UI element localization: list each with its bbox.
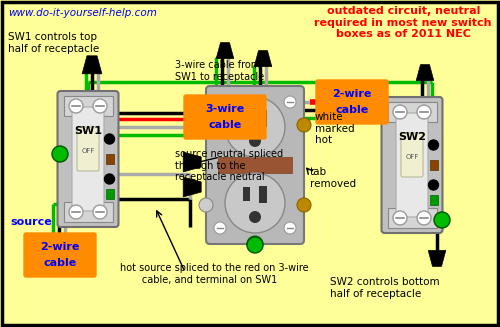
Circle shape xyxy=(104,134,115,144)
Circle shape xyxy=(225,173,285,233)
Text: cable: cable xyxy=(208,120,242,130)
Text: hot source spliced to the red on 3-wire
       cable, and terminal on SW1: hot source spliced to the red on 3-wire … xyxy=(120,264,308,285)
FancyBboxPatch shape xyxy=(396,113,428,217)
FancyBboxPatch shape xyxy=(206,86,304,244)
Bar xyxy=(106,154,114,164)
Circle shape xyxy=(69,99,83,113)
Circle shape xyxy=(434,212,450,228)
Circle shape xyxy=(247,237,263,253)
FancyBboxPatch shape xyxy=(72,107,104,211)
FancyBboxPatch shape xyxy=(24,233,96,277)
Bar xyxy=(106,189,114,199)
Polygon shape xyxy=(416,65,434,80)
Circle shape xyxy=(284,96,296,108)
Bar xyxy=(430,195,438,205)
Polygon shape xyxy=(183,152,201,172)
Text: OFF: OFF xyxy=(82,148,94,154)
Polygon shape xyxy=(82,56,102,74)
Circle shape xyxy=(417,211,431,225)
Text: OFF: OFF xyxy=(406,154,418,160)
Circle shape xyxy=(104,174,115,184)
FancyBboxPatch shape xyxy=(77,127,99,171)
Circle shape xyxy=(297,198,311,212)
Polygon shape xyxy=(216,43,234,59)
FancyBboxPatch shape xyxy=(382,97,442,233)
Bar xyxy=(430,160,438,170)
Circle shape xyxy=(225,97,285,157)
Bar xyxy=(64,202,112,222)
Text: 2-wire: 2-wire xyxy=(332,89,372,99)
Text: source neutral spliced
through to the
receptacle neutral: source neutral spliced through to the re… xyxy=(175,149,283,182)
Polygon shape xyxy=(49,249,69,267)
Text: outdated circuit, neutral
required in most new switch
boxes as of 2011 NEC: outdated circuit, neutral required in mo… xyxy=(314,6,492,39)
Text: 2-wire: 2-wire xyxy=(40,242,80,252)
Text: white
marked
hot: white marked hot xyxy=(315,112,354,145)
Polygon shape xyxy=(183,177,201,197)
FancyBboxPatch shape xyxy=(58,91,118,227)
Bar xyxy=(388,102,436,122)
Text: cable: cable xyxy=(44,258,76,268)
Circle shape xyxy=(93,99,107,113)
Text: 3-wire: 3-wire xyxy=(206,104,244,114)
FancyBboxPatch shape xyxy=(316,80,388,124)
Text: SW1: SW1 xyxy=(74,126,102,136)
Circle shape xyxy=(393,211,407,225)
Bar xyxy=(259,186,267,203)
Circle shape xyxy=(249,135,261,147)
Text: source: source xyxy=(10,217,52,227)
Circle shape xyxy=(284,222,296,234)
Text: www.do-it-yourself-help.com: www.do-it-yourself-help.com xyxy=(8,8,157,18)
Polygon shape xyxy=(428,250,446,267)
Text: SW2 controls bottom
half of receptacle: SW2 controls bottom half of receptacle xyxy=(330,277,440,299)
Circle shape xyxy=(199,118,213,132)
Circle shape xyxy=(393,105,407,119)
Bar xyxy=(243,187,250,201)
Circle shape xyxy=(417,105,431,119)
Text: SW2: SW2 xyxy=(398,132,426,142)
Circle shape xyxy=(214,96,226,108)
Circle shape xyxy=(214,222,226,234)
FancyBboxPatch shape xyxy=(401,133,423,177)
Circle shape xyxy=(199,198,213,212)
Text: SW1 controls top
half of receptacle: SW1 controls top half of receptacle xyxy=(8,32,99,54)
Circle shape xyxy=(69,205,83,219)
Bar xyxy=(218,157,292,173)
Text: tab
removed: tab removed xyxy=(310,167,356,189)
Bar xyxy=(388,208,436,228)
Circle shape xyxy=(428,180,438,190)
Circle shape xyxy=(297,118,311,132)
Bar xyxy=(259,110,267,127)
Circle shape xyxy=(428,140,438,150)
Text: 3-wire cable from
SW1 to receptacle: 3-wire cable from SW1 to receptacle xyxy=(175,60,264,82)
Bar xyxy=(243,111,250,125)
Bar xyxy=(64,96,112,116)
Circle shape xyxy=(93,205,107,219)
Polygon shape xyxy=(254,51,272,67)
Circle shape xyxy=(52,146,68,162)
Circle shape xyxy=(249,211,261,223)
FancyBboxPatch shape xyxy=(184,95,266,139)
Text: cable: cable xyxy=(336,105,368,115)
Circle shape xyxy=(247,236,263,252)
